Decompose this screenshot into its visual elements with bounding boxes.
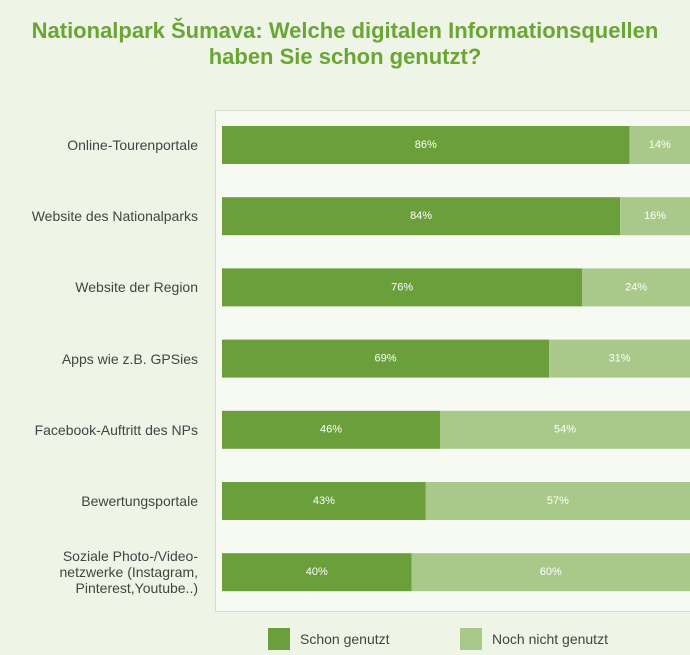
legend-swatch (268, 628, 290, 650)
value-label: 76% (391, 281, 413, 293)
legend-item: Schon genutzt (268, 628, 390, 650)
legend-label: Noch nicht genutzt (492, 631, 608, 647)
value-label: 43% (313, 495, 335, 507)
bar-segment (620, 197, 690, 236)
value-label: 60% (540, 566, 562, 578)
bar-segment (222, 410, 441, 449)
category-label: Bewertungsportale (81, 493, 198, 509)
category-label: Online-Tourenportale (67, 137, 198, 153)
value-label: 69% (375, 353, 397, 365)
category-label: Soziale Photo-/Video- netzwerke (Instagr… (59, 548, 199, 597)
legend-swatch (460, 628, 482, 650)
bar-segment (549, 339, 690, 378)
category-label: Website des Nationalparks (31, 208, 198, 225)
bar-segment (222, 126, 630, 164)
category-label: Facebook-Auftritt des NPs (34, 421, 198, 438)
bar-segment (222, 197, 621, 236)
bar-segment (440, 410, 690, 449)
bar-segment (222, 553, 412, 592)
value-label: 86% (415, 139, 437, 151)
value-label: 54% (554, 424, 576, 436)
value-label: 84% (410, 210, 432, 222)
value-label: 14% (649, 139, 671, 151)
bar-segment (411, 553, 690, 592)
legend-item: Noch nicht genutzt (460, 628, 608, 650)
bar-segment (222, 268, 583, 307)
chart-title: Nationalpark Šumava: Welche digitalen In… (31, 18, 659, 69)
value-label: 24% (625, 281, 647, 293)
bar-segment (222, 482, 426, 520)
value-label: 46% (320, 424, 342, 436)
category-label: Apps wie z.B. GPSies (61, 350, 198, 367)
bar-segment (425, 482, 690, 520)
value-label: 31% (609, 353, 631, 365)
category-label: Website der Region (75, 279, 198, 296)
bar-segment (222, 339, 550, 378)
bar-segment (582, 268, 690, 307)
legend-label: Schon genutzt (300, 631, 390, 647)
bar-segment (629, 126, 690, 164)
value-label: 16% (644, 210, 666, 222)
value-label: 57% (547, 495, 569, 507)
value-label: 40% (306, 566, 328, 578)
